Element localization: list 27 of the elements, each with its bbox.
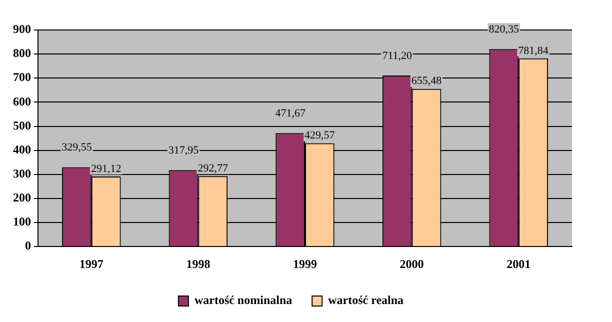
x-tick-label: 1997 — [79, 256, 104, 271]
data-label: 471,67 — [275, 107, 306, 120]
y-tick-label: 100 — [13, 214, 31, 229]
data-label: 317,95 — [168, 144, 200, 156]
data-label: 291,12 — [90, 162, 122, 175]
y-tick-label: 0 — [25, 238, 31, 253]
x-tick-label: 1998 — [186, 256, 210, 271]
y-tick-label: 700 — [13, 70, 31, 84]
x-tick-label: 2000 — [400, 256, 424, 271]
data-label: 429,57 — [304, 130, 336, 142]
data-label: 781,84 — [518, 44, 549, 57]
y-tick-label: 600 — [13, 94, 31, 108]
data-label: 329,55 — [62, 142, 92, 154]
data-label: 655,48 — [411, 75, 442, 88]
y-tick-label: 400 — [13, 142, 31, 156]
x-tick-label: 2001 — [506, 256, 531, 271]
y-tick-label: 300 — [13, 166, 31, 180]
y-tick-label: 900 — [13, 22, 31, 36]
legend-label: wartość realna — [328, 293, 404, 308]
y-tick-label: 800 — [13, 46, 31, 60]
y-tick-label: 500 — [13, 118, 31, 132]
data-label: 292,77 — [198, 162, 229, 175]
data-label: 711,20 — [382, 50, 413, 62]
y-tick-label: 200 — [13, 190, 31, 205]
legend-label: wartość nominalna — [194, 293, 292, 308]
x-tick-label: 1999 — [293, 256, 317, 271]
data-label: 820,35 — [488, 24, 520, 36]
